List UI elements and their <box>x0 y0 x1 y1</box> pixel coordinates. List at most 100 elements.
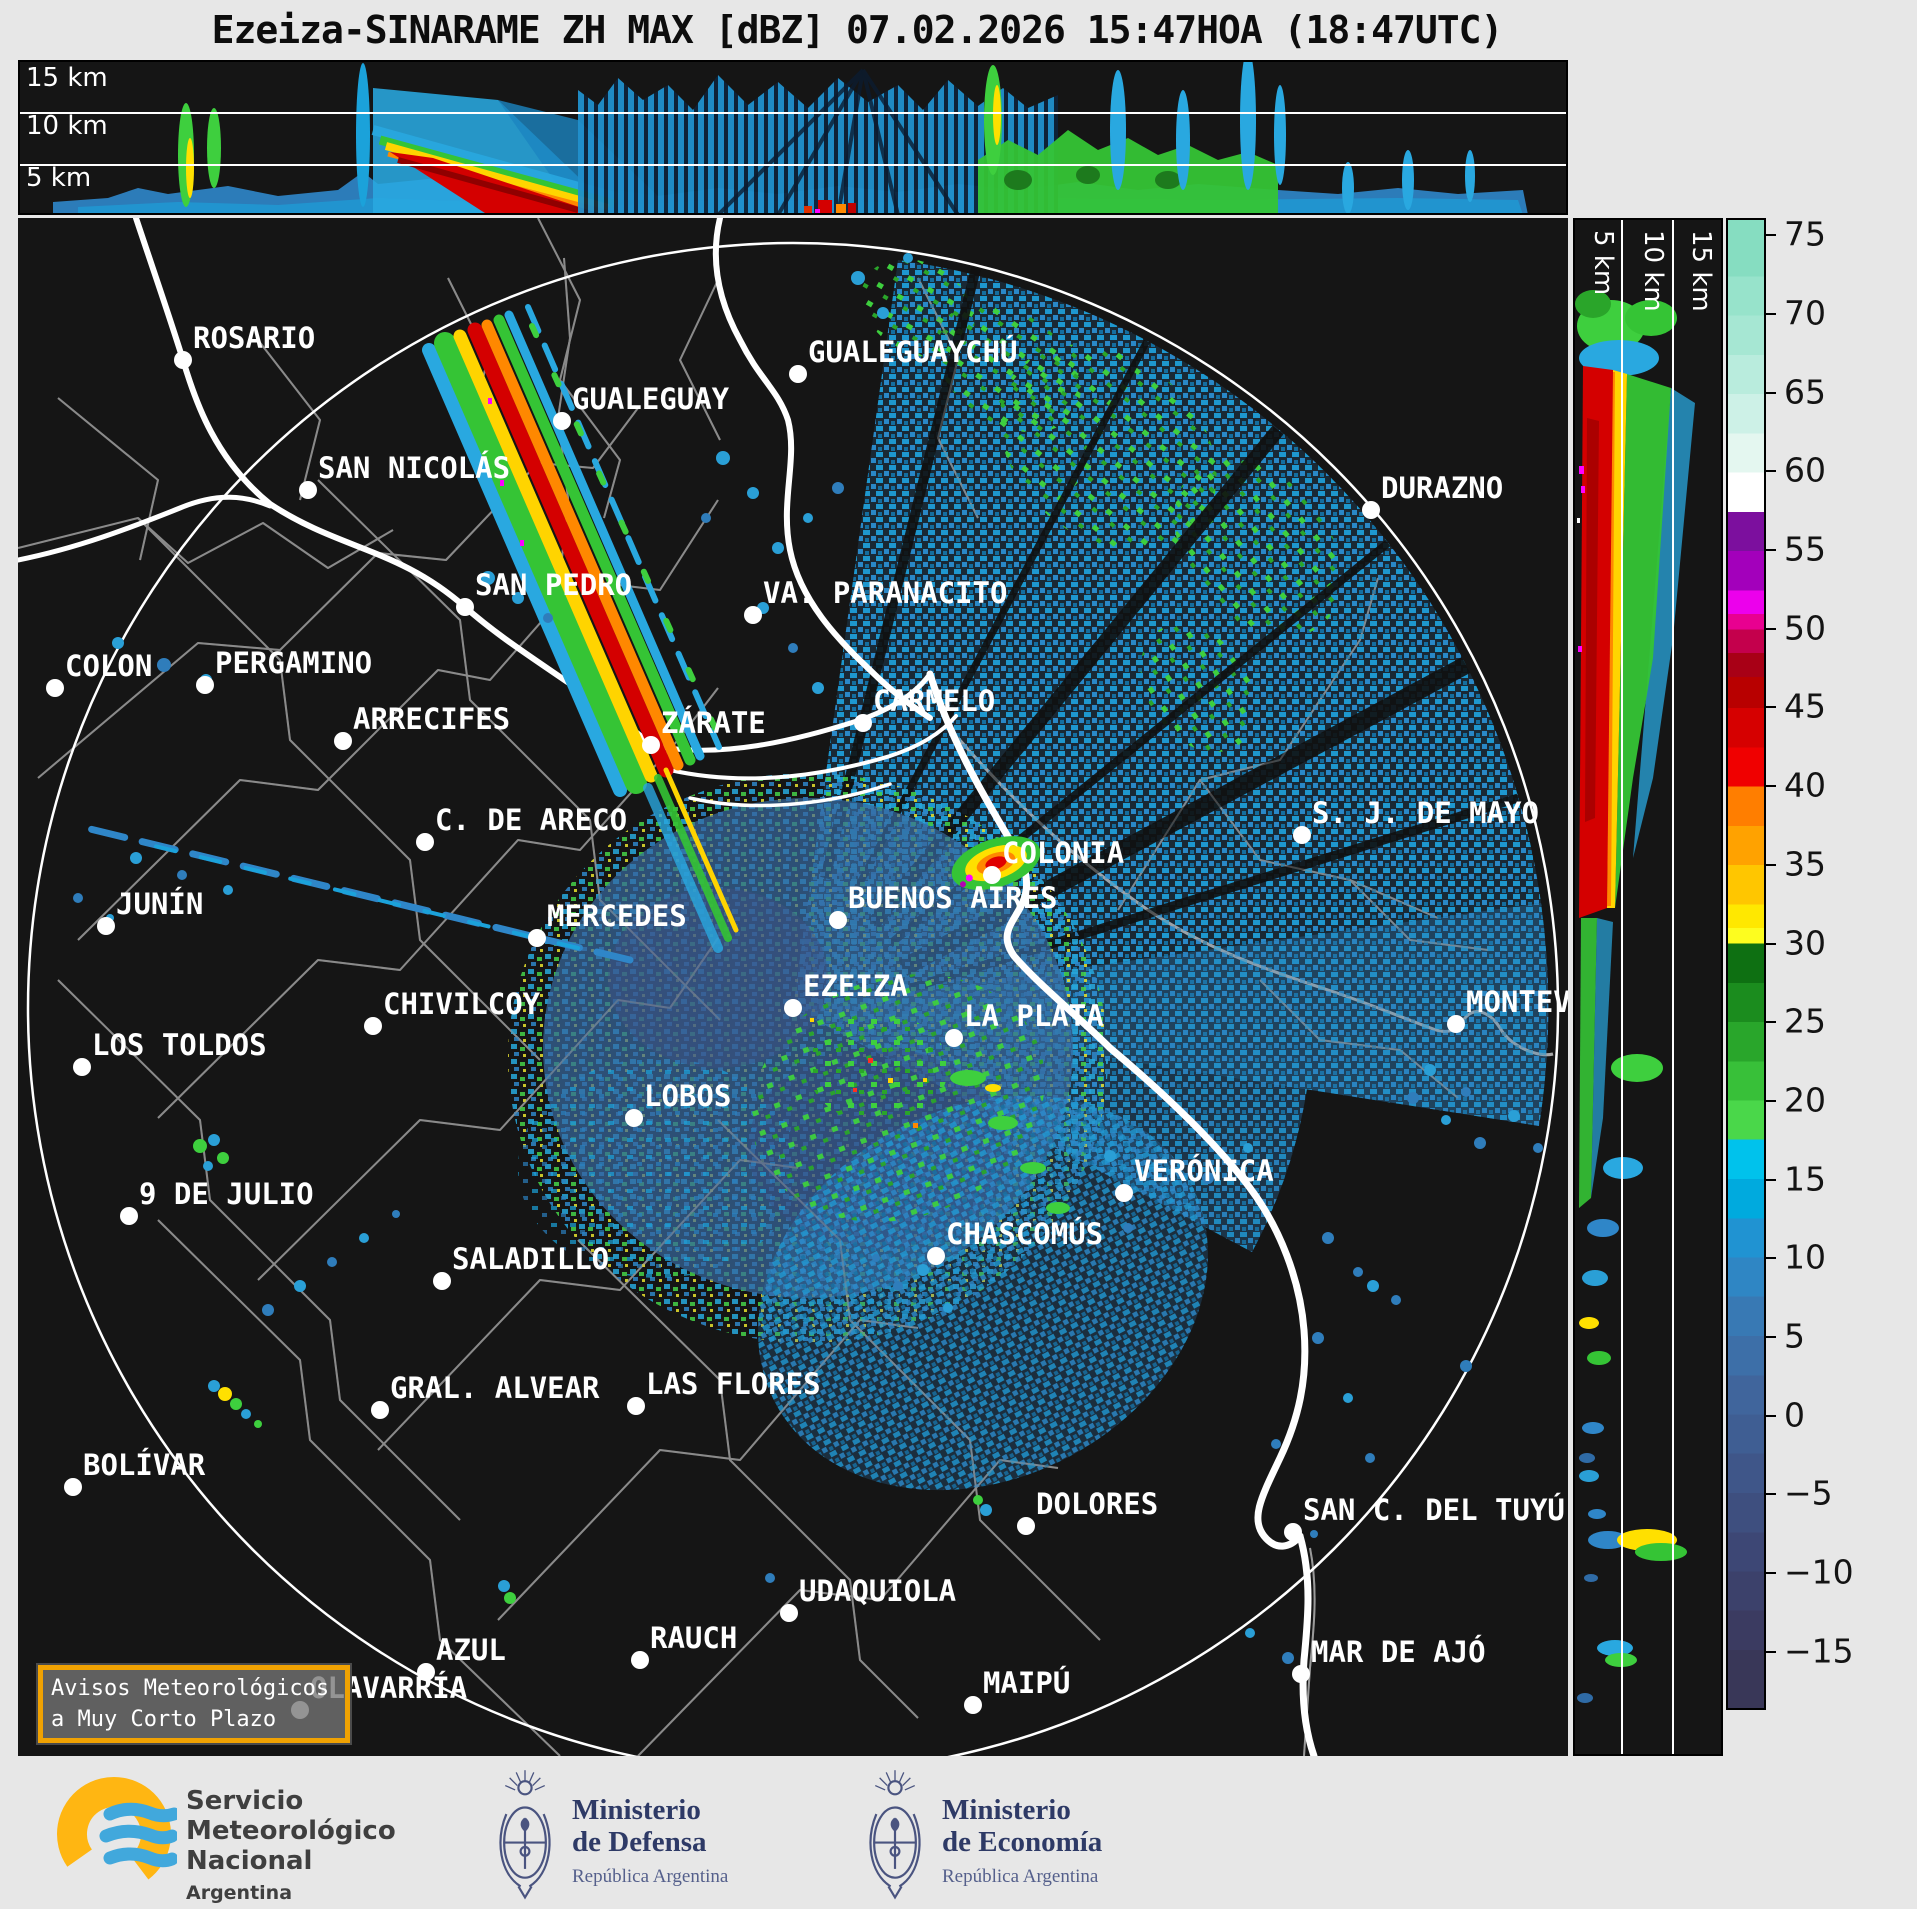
city-label: DURAZNO <box>1381 471 1503 505</box>
top-panel-echoes <box>53 60 1528 215</box>
page-title: Ezeiza-SINARAME ZH MAX [dBZ] 07.02.2026 … <box>211 8 1504 52</box>
city-dot <box>416 833 434 851</box>
echo-green-cluster <box>751 974 1070 1222</box>
city-marker: DOLORES <box>1017 1487 1158 1535</box>
colorbar-tick-label: 50 <box>1784 608 1826 648</box>
colorbar-tick-label: 45 <box>1784 686 1826 726</box>
city-label: JUNÍN <box>116 887 203 921</box>
city-marker: SAN PEDRO <box>456 568 632 616</box>
colorbar-tick <box>1766 313 1776 315</box>
colorbar-tick-label: 15 <box>1784 1158 1826 1198</box>
city-label: ARRECIFES <box>353 702 510 736</box>
city-marker: SAN NICOLÁS <box>299 451 510 499</box>
right-panel-gridlines <box>1621 218 1674 1756</box>
smn-wordmark: Servicio Meteorológico Nacional Argentin… <box>186 1786 396 1904</box>
warning-overlay-box: Avisos Meteorológicos a Muy Corto Plazo <box>36 1663 352 1745</box>
city-dot <box>334 732 352 750</box>
city-label: VA. PARANACITO <box>763 576 1007 610</box>
city-label: DOLORES <box>1036 1487 1158 1521</box>
city-marker: LOS TOLDOS <box>73 1028 267 1076</box>
colorbar-tick-label: 35 <box>1784 844 1826 884</box>
city-markers: ROSARIO GUALEGUAYCHÚ GUALEGUAY SAN NICOLÁS D… <box>46 321 1568 1719</box>
colorbar-tick-label: 55 <box>1784 529 1826 569</box>
city-label: SAN NICOLÁS <box>318 451 510 485</box>
echo-colonia-cell <box>951 836 1041 890</box>
city-label: SAN PEDRO <box>475 568 632 602</box>
city-dot <box>417 1663 435 1681</box>
radar-map-panel: ROSARIO GUALEGUAYCHÚ GUALEGUAY SAN NICOLÁS D… <box>18 218 1568 1756</box>
colorbar-tick <box>1766 706 1776 709</box>
city-dot <box>73 1058 91 1076</box>
colorbar-tick-label: −5 <box>1784 1473 1833 1513</box>
city-label: VERÓNICA <box>1134 1154 1274 1188</box>
colorbar-tick <box>1766 1650 1776 1653</box>
city-dot <box>854 714 872 732</box>
city-marker: CARMELO <box>854 684 995 732</box>
city-marker: DURAZNO <box>1362 471 1503 519</box>
echo-scattered-dots <box>73 253 1543 1664</box>
colorbar-tick <box>1766 863 1776 866</box>
city-label: COLONIA <box>1002 836 1124 870</box>
colorbar-tick-label: 20 <box>1784 1080 1826 1120</box>
city-marker: CHIVILCOY <box>364 987 541 1035</box>
colorbar-tick-label: 70 <box>1784 293 1826 333</box>
city-label: CHIVILCOY <box>383 987 541 1021</box>
altitude-label: 15 km <box>1686 230 1716 312</box>
city-label: MERCEDES <box>547 899 687 933</box>
echo-nw-spike <box>422 304 739 953</box>
city-label: EZEIZA <box>803 969 908 1003</box>
top-panel-gridlines <box>18 112 1568 166</box>
city-label: GRAL. ALVEAR <box>390 1371 600 1405</box>
city-label: GUALEGUAYCHÚ <box>808 335 1018 369</box>
colorbar-tick <box>1766 942 1776 945</box>
city-marker: PERGAMINO <box>196 646 372 694</box>
city-marker: MAR DE AJÓ <box>1292 1635 1486 1683</box>
city-marker: SALADILLO <box>433 1242 609 1290</box>
city-label: C. DE ARECO <box>435 803 627 837</box>
city-dot <box>97 917 115 935</box>
city-label: BOLÍVAR <box>83 1448 206 1482</box>
city-dot <box>1293 826 1311 844</box>
city-dot <box>64 1478 82 1496</box>
city-marker: MERCEDES <box>528 899 687 947</box>
city-label: AZUL <box>436 1633 506 1667</box>
colorbar: 75 70 65 60 55 50 45 40 35 30 25 20 15 10 5 0 −5 −10 −15 <box>1726 215 1916 1710</box>
colorbar-tick <box>1766 627 1776 630</box>
city-marker: EZEIZA <box>784 969 908 1017</box>
city-dot <box>1284 1523 1302 1541</box>
city-marker: GUALEGUAYCHÚ <box>789 335 1018 383</box>
rivers-coastlines <box>18 218 1318 1756</box>
smn-logo <box>56 1777 177 1891</box>
colorbar-tick <box>1766 470 1776 473</box>
city-label: LAS FLORES <box>646 1367 821 1401</box>
radar-echoes <box>508 258 1549 1491</box>
city-label: COLON <box>65 649 152 683</box>
city-dot <box>299 481 317 499</box>
colorbar-tick-label: −15 <box>1784 1631 1854 1671</box>
city-marker: ZÁRATE <box>642 706 766 754</box>
warning-line-2: a Muy Corto Plazo <box>51 1707 277 1732</box>
colorbar-tick <box>1766 1336 1776 1338</box>
city-label: MAIPÚ <box>983 1666 1070 1700</box>
city-label: RAUCH <box>650 1621 737 1655</box>
colorbar-tick <box>1766 1178 1776 1181</box>
colorbar-tick <box>1766 1414 1776 1417</box>
city-dot <box>625 1109 643 1127</box>
right-panel-echoes <box>1575 290 1695 1703</box>
city-marker: LOBOS <box>625 1079 731 1127</box>
city-label: CHASCOMÚS <box>946 1217 1103 1251</box>
city-dot <box>46 679 64 697</box>
right-cross-section-panel: 5 km 10 km 15 km <box>1573 218 1723 1756</box>
city-label: ZÁRATE <box>661 706 766 740</box>
city-label: MAR DE AJÓ <box>1311 1635 1486 1669</box>
city-marker: RAUCH <box>631 1621 737 1669</box>
city-dot <box>829 911 847 929</box>
economia-coat-of-arms-icon <box>869 1770 921 1900</box>
city-marker: S. J. DE MAYO <box>1293 796 1539 844</box>
city-marker: MAIPÚ <box>964 1666 1070 1714</box>
altitude-label: 5 km <box>1588 230 1618 295</box>
city-dot <box>784 999 802 1017</box>
altitude-label: 15 km <box>26 63 108 93</box>
city-dot <box>364 1017 382 1035</box>
